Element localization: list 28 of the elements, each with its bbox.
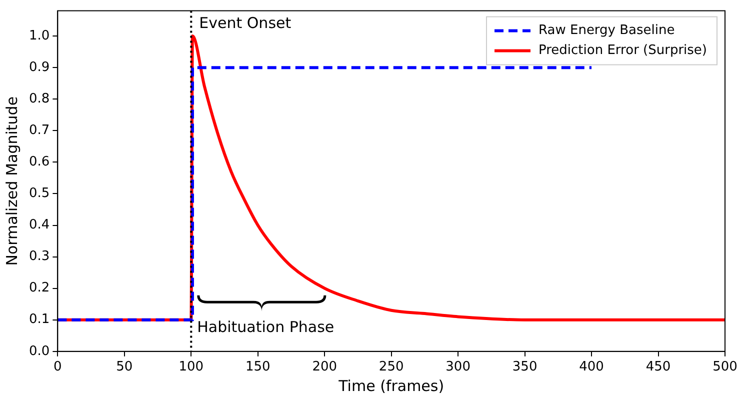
ref-line-label: Event Onset: [199, 14, 292, 32]
y-tick-label: 0.2: [28, 280, 50, 296]
y-tick-label: 0.9: [28, 60, 50, 75]
y-tick-label: 0.6: [28, 154, 50, 170]
legend-label: Prediction Error (Surprise): [538, 43, 708, 58]
legend-label: Raw Energy Baseline: [538, 23, 675, 38]
x-tick-label: 350: [512, 360, 538, 375]
y-tick-label: 0.7: [28, 123, 50, 138]
x-tick-label: 50: [116, 360, 133, 375]
x-tick-label: 0: [54, 360, 62, 375]
y-tick-label: 0.5: [28, 186, 50, 202]
x-tick-label: 100: [178, 360, 204, 375]
x-tick-label: 300: [446, 360, 470, 375]
y-tick-label: 0.3: [28, 249, 50, 264]
y-tick-label: 0.8: [28, 91, 50, 106]
y-tick-label: 0.1: [28, 312, 50, 328]
x-axis-title: Time (frames): [338, 376, 444, 395]
y-tick-label: 0.4: [28, 218, 50, 233]
x-tick-label: 150: [245, 360, 270, 375]
x-tick-label: 400: [579, 360, 604, 375]
y-axis-title: Normalized Magnitude: [2, 96, 21, 266]
y-tick-label: 1.0: [28, 28, 50, 44]
x-tick-label: 200: [312, 360, 338, 375]
y-tick-label: 0.0: [28, 344, 50, 359]
x-tick-label: 500: [712, 360, 738, 375]
annotation: Habituation Phase: [197, 318, 334, 336]
x-tick-label: 450: [646, 360, 671, 375]
x-tick-label: 250: [378, 360, 404, 375]
